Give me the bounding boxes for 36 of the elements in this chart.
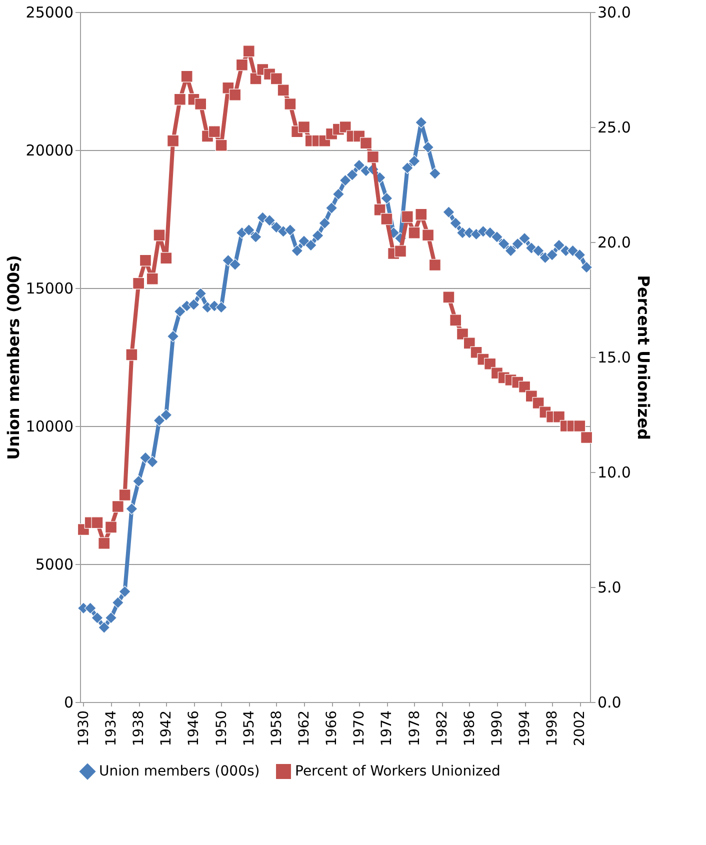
- x-tick-label: 1954: [241, 710, 258, 746]
- y2-tick-label: 30.0: [598, 4, 631, 22]
- y2-tick-label: 25.0: [598, 118, 631, 136]
- y-tick-label: 15000: [26, 280, 74, 298]
- legend-label: Union members (000s): [99, 764, 260, 780]
- y2-axis-title: Percent Unionized: [634, 275, 653, 440]
- x-tick-label: 2002: [572, 710, 588, 746]
- x-tick-label: 1946: [186, 710, 202, 746]
- x-tick-label: 1970: [352, 710, 368, 746]
- x-tick-label: 1974: [379, 710, 396, 746]
- x-tick-label: 1994: [517, 710, 534, 746]
- x-tick-label: 1938: [131, 710, 148, 746]
- y-tick-label: 5000: [35, 556, 74, 574]
- x-tick-label: 1990: [489, 710, 506, 746]
- x-tick-label: 1930: [76, 710, 92, 746]
- x-tick-label: 1942: [158, 710, 175, 746]
- y2-tick-label: 10.0: [598, 464, 631, 482]
- x-tick-label: 1934: [104, 710, 120, 746]
- y-tick-label: 25000: [26, 4, 74, 22]
- y2-tick-label: 5.0: [598, 578, 622, 596]
- x-tick-label: 1966: [324, 710, 340, 746]
- y-tick-label: 20000: [26, 142, 74, 160]
- y-tick-label: 10000: [26, 418, 74, 436]
- x-tick-label: 1986: [462, 710, 478, 746]
- y-tick-label: 0: [64, 694, 74, 712]
- y2-tick-label: 0.0: [598, 694, 622, 712]
- legend-label: Percent of Workers Unionized: [295, 764, 500, 780]
- y-axis-title: Union members (000s): [4, 255, 23, 460]
- x-tick-label: 1950: [214, 710, 230, 746]
- x-tick-label: 1982: [434, 710, 450, 746]
- x-tick-label: 1958: [268, 710, 285, 746]
- y2-tick-label: 15.0: [598, 348, 631, 366]
- x-tick-label: 1998: [544, 710, 561, 746]
- y2-tick-label: 20.0: [598, 234, 631, 252]
- x-tick-label: 1978: [406, 710, 423, 746]
- x-tick-label: 1962: [296, 710, 312, 746]
